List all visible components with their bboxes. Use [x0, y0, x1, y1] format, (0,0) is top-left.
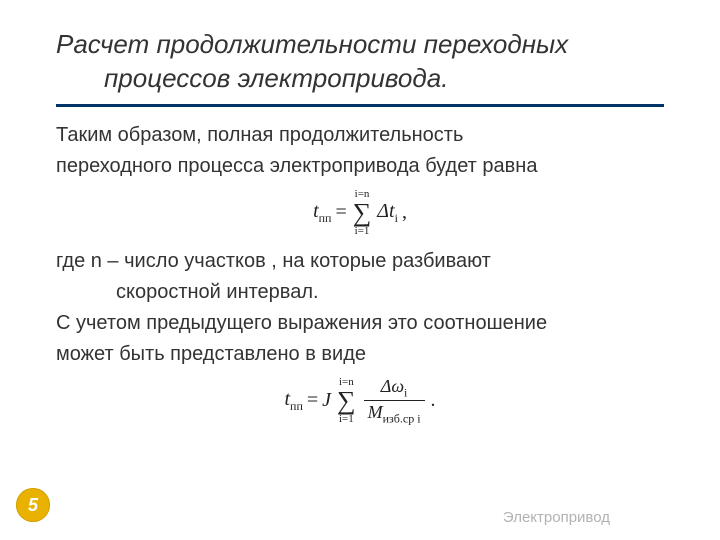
footer-label: Электропривод [503, 509, 610, 526]
formula-eq: = [335, 198, 346, 227]
sigma-lower: i=1 [339, 414, 354, 425]
sigma-symbol: ∑ [353, 200, 372, 226]
formula-den: M [368, 402, 383, 422]
formula-num: Δω [381, 376, 404, 396]
sigma-symbol: ∑ [337, 388, 356, 414]
fraction: Δωi Mизб.ср i [364, 377, 425, 425]
title-line2: процессов электропривода. [56, 62, 664, 96]
formula-term: Δt [377, 200, 394, 222]
sigma-lower: i=1 [355, 226, 370, 237]
formula-2: tпп = J i=n ∑ i=1 Δωi Mизб.ср i . [56, 377, 664, 425]
paragraph: переходного процесса электропривода буде… [56, 152, 664, 181]
title-underline [56, 104, 664, 107]
formula-eq: = [307, 386, 318, 415]
formula-sub: изб.ср i [383, 412, 421, 426]
formula-sub: пп [290, 399, 303, 413]
formula-sub: i [404, 385, 407, 399]
title-line1: Расчет продолжительности переходных [56, 28, 664, 62]
page-number-badge: 5 [16, 488, 50, 522]
formula-tail: . [431, 386, 436, 415]
slide-body: Таким образом, полная продолжительность … [56, 121, 664, 425]
slide-title: Расчет продолжительности переходных проц… [56, 28, 664, 96]
slide: Расчет продолжительности переходных проц… [0, 0, 720, 540]
formula-var: J [322, 389, 331, 411]
sigma: i=n ∑ i=1 [353, 189, 372, 237]
formula-tail: , [402, 198, 407, 227]
formula-sub: пп [319, 211, 332, 225]
paragraph: скоростной интервал. [56, 278, 664, 307]
sigma: i=n ∑ i=1 [337, 377, 356, 425]
formula-sub: i [395, 211, 398, 225]
paragraph: может быть представлено в виде [56, 340, 664, 369]
paragraph: С учетом предыдущего выражения это соотн… [56, 309, 664, 338]
paragraph: где n – число участков , на которые разб… [56, 247, 664, 276]
paragraph: Таким образом, полная продолжительность [56, 121, 664, 150]
formula-1: tпп = i=n ∑ i=1 Δti , [56, 189, 664, 237]
